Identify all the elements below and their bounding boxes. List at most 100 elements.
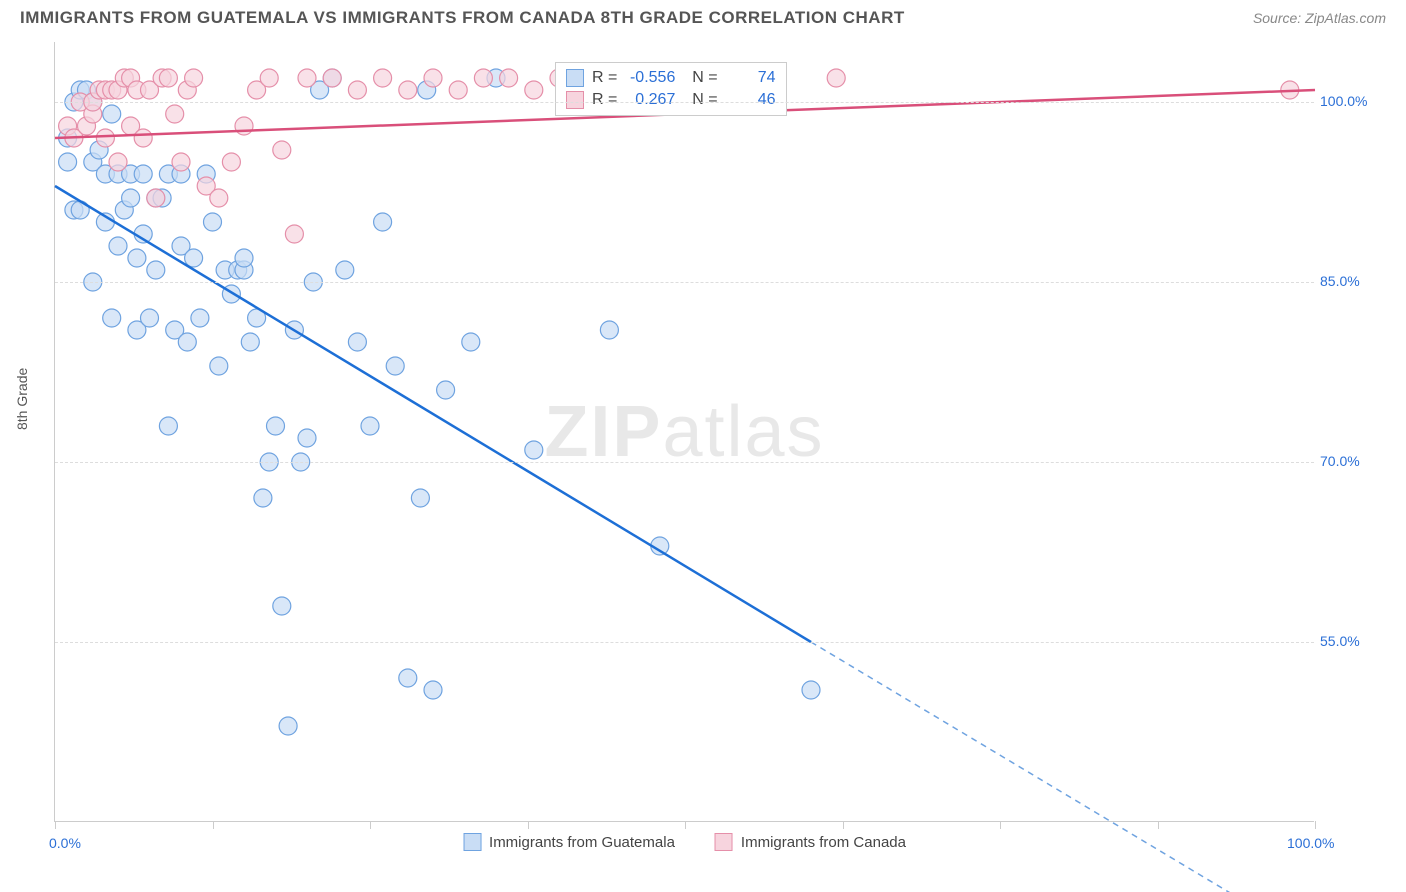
data-point — [147, 189, 165, 207]
data-point — [166, 105, 184, 123]
xtick — [1000, 821, 1001, 829]
data-point — [59, 153, 77, 171]
data-point — [134, 129, 152, 147]
correlation-stats-box: R = -0.556 N = 74 R = 0.267 N = 46 — [555, 62, 787, 116]
data-point — [178, 333, 196, 351]
xtick — [370, 821, 371, 829]
data-point — [159, 69, 177, 87]
data-point — [109, 237, 127, 255]
data-point — [185, 69, 203, 87]
xtick — [843, 821, 844, 829]
chart-header: IMMIGRANTS FROM GUATEMALA VS IMMIGRANTS … — [0, 0, 1406, 32]
data-point — [827, 69, 845, 87]
trend-line — [55, 186, 811, 642]
data-point — [474, 69, 492, 87]
data-point — [437, 381, 455, 399]
swatch-canada — [566, 91, 584, 109]
data-point — [449, 81, 467, 99]
gridline — [55, 102, 1314, 103]
xtick-label: 100.0% — [1287, 835, 1334, 851]
data-point — [386, 357, 404, 375]
legend-item-canada: Immigrants from Canada — [715, 833, 906, 851]
xtick — [685, 821, 686, 829]
bottom-legend: Immigrants from Guatemala Immigrants fro… — [463, 833, 906, 851]
legend-label-canada: Immigrants from Canada — [741, 834, 906, 851]
scatter-plot-svg — [55, 42, 1314, 821]
data-point — [462, 333, 480, 351]
legend-swatch-canada — [715, 833, 733, 851]
data-point — [191, 309, 209, 327]
data-point — [273, 597, 291, 615]
xtick — [1315, 821, 1316, 829]
legend-swatch-guatemala — [463, 833, 481, 851]
data-point — [374, 69, 392, 87]
data-point — [185, 249, 203, 267]
data-point — [273, 141, 291, 159]
data-point — [103, 309, 121, 327]
r-value-canada: 0.267 — [625, 91, 675, 109]
xtick — [528, 821, 529, 829]
data-point — [323, 69, 341, 87]
legend-label-guatemala: Immigrants from Guatemala — [489, 834, 675, 851]
data-point — [172, 153, 190, 171]
data-point — [241, 333, 259, 351]
data-point — [802, 681, 820, 699]
data-point — [134, 165, 152, 183]
data-point — [141, 309, 159, 327]
n-value-guatemala: 74 — [726, 69, 776, 87]
n-value-canada: 46 — [726, 91, 776, 109]
data-point — [424, 69, 442, 87]
data-point — [235, 249, 253, 267]
data-point — [204, 213, 222, 231]
trend-line-extrapolated — [811, 642, 1252, 892]
data-point — [122, 189, 140, 207]
gridline — [55, 282, 1314, 283]
data-point — [96, 129, 114, 147]
data-point — [267, 417, 285, 435]
data-point — [260, 69, 278, 87]
data-point — [525, 81, 543, 99]
chart-title: IMMIGRANTS FROM GUATEMALA VS IMMIGRANTS … — [20, 8, 905, 28]
data-point — [254, 489, 272, 507]
xtick — [1158, 821, 1159, 829]
ytick-label: 70.0% — [1320, 453, 1392, 469]
data-point — [159, 417, 177, 435]
data-point — [399, 81, 417, 99]
ytick-label: 100.0% — [1320, 93, 1392, 109]
data-point — [348, 81, 366, 99]
gridline — [55, 642, 1314, 643]
data-point — [210, 189, 228, 207]
data-point — [374, 213, 392, 231]
data-point — [424, 681, 442, 699]
stats-row-guatemala: R = -0.556 N = 74 — [566, 67, 776, 89]
data-point — [279, 717, 297, 735]
data-point — [361, 417, 379, 435]
data-point — [235, 117, 253, 135]
data-point — [222, 153, 240, 171]
data-point — [210, 357, 228, 375]
xtick — [213, 821, 214, 829]
data-point — [600, 321, 618, 339]
data-point — [103, 105, 121, 123]
data-point — [500, 69, 518, 87]
ytick-label: 85.0% — [1320, 273, 1392, 289]
data-point — [147, 261, 165, 279]
data-point — [298, 429, 316, 447]
data-point — [348, 333, 366, 351]
xtick-label: 0.0% — [49, 835, 81, 851]
ytick-label: 55.0% — [1320, 633, 1392, 649]
source-attribution: Source: ZipAtlas.com — [1253, 10, 1386, 26]
legend-item-guatemala: Immigrants from Guatemala — [463, 833, 675, 851]
data-point — [298, 69, 316, 87]
chart-plot-area: ZIPatlas R = -0.556 N = 74 R = 0.267 N =… — [54, 42, 1314, 822]
swatch-guatemala — [566, 69, 584, 87]
data-point — [411, 489, 429, 507]
data-point — [336, 261, 354, 279]
stats-row-canada: R = 0.267 N = 46 — [566, 89, 776, 111]
data-point — [285, 225, 303, 243]
data-point — [128, 249, 146, 267]
gridline — [55, 462, 1314, 463]
xtick — [55, 821, 56, 829]
data-point — [109, 153, 127, 171]
data-point — [525, 441, 543, 459]
